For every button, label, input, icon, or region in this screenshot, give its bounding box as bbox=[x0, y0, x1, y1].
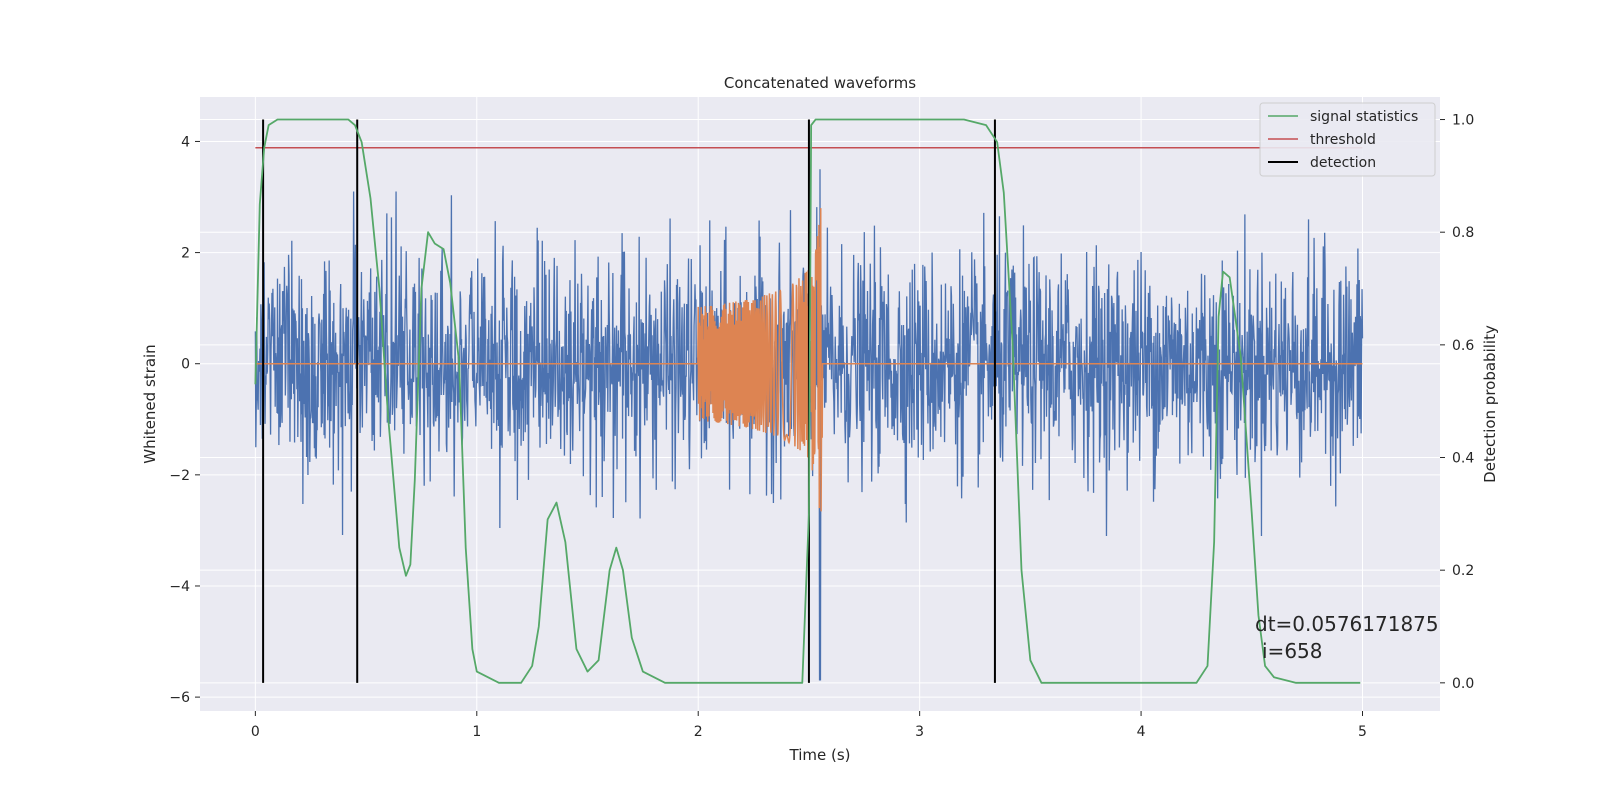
y2-tick-label: 0.0 bbox=[1452, 676, 1474, 692]
x-tick-label: 0 bbox=[251, 724, 260, 740]
y-axis-label: Whitened strain bbox=[141, 344, 159, 463]
y-axis-ticks: 4 2 0 −2 −4 −6 bbox=[169, 134, 200, 706]
y-tick-label: −4 bbox=[169, 579, 190, 595]
y2-tick-label: 1.0 bbox=[1452, 113, 1474, 129]
plot-series bbox=[254, 118, 1364, 684]
y2-axis-ticks: 1.0 0.8 0.6 0.4 0.2 0.0 bbox=[1440, 113, 1474, 692]
legend-label-detection: detection bbox=[1310, 155, 1376, 171]
x-axis-label: Time (s) bbox=[789, 746, 851, 764]
y2-tick-label: 0.4 bbox=[1452, 451, 1474, 467]
x-tick-label: 4 bbox=[1137, 724, 1146, 740]
y2-tick-label: 0.6 bbox=[1452, 338, 1474, 354]
legend-label-signal-statistics: signal statistics bbox=[1310, 109, 1418, 125]
y-tick-label: −6 bbox=[169, 690, 190, 706]
y-tick-label: −2 bbox=[169, 468, 190, 484]
y-tick-label: 2 bbox=[181, 246, 190, 262]
x-tick-label: 5 bbox=[1358, 724, 1367, 740]
legend-label-threshold: threshold bbox=[1310, 132, 1376, 148]
y2-axis-label: Detection probability bbox=[1481, 325, 1499, 483]
probability-series bbox=[254, 118, 1363, 684]
chart-title: Concatenated waveforms bbox=[724, 74, 916, 92]
x-tick-label: 1 bbox=[472, 724, 481, 740]
annotation-dt: dt=0.0576171875 bbox=[1255, 612, 1439, 636]
y2-tick-label: 0.8 bbox=[1452, 225, 1474, 241]
annotation-i: i=658 bbox=[1262, 639, 1323, 663]
legend: signal statistics threshold detection bbox=[1259, 102, 1436, 177]
x-tick-label: 3 bbox=[915, 724, 924, 740]
y-tick-label: 4 bbox=[181, 134, 190, 150]
x-axis-ticks: 0 1 2 3 4 5 bbox=[251, 711, 1367, 740]
signal-statistics-line bbox=[254, 118, 1361, 684]
y-tick-label: 0 bbox=[181, 357, 190, 373]
legend-box bbox=[1259, 102, 1436, 177]
y2-tick-label: 0.2 bbox=[1452, 563, 1474, 579]
x-tick-label: 2 bbox=[694, 724, 703, 740]
